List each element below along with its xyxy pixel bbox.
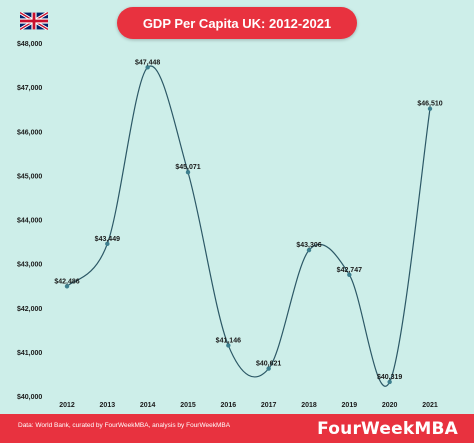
- x-tick-label: 2012: [59, 402, 75, 409]
- y-tick-label: $42,000: [17, 306, 42, 313]
- y-tick-label: $44,000: [17, 218, 42, 225]
- data-label: $43,306: [296, 242, 321, 249]
- x-tick-label: 2016: [221, 402, 237, 409]
- data-point: [105, 241, 110, 247]
- x-tick-label: 2020: [382, 402, 398, 409]
- x-tick-label: 2018: [301, 402, 317, 409]
- data-point: [185, 170, 191, 175]
- y-tick-label: $43,000: [17, 262, 42, 269]
- x-tick-label: 2013: [100, 402, 116, 409]
- series-line: [66, 65, 431, 387]
- y-tick-label: $45,000: [17, 173, 42, 180]
- data-point: [306, 247, 312, 253]
- line-chart: $40,000 $41,000 $42,000 $43,000 $44,000 $45,0…: [17, 41, 443, 409]
- data-label: $42,486: [54, 278, 79, 285]
- x-tick-label: 2015: [180, 402, 196, 409]
- y-tick-label: $40,000: [17, 394, 42, 401]
- x-tick-label: 2017: [261, 402, 277, 409]
- source-note: Data: World Bank, curated by FourWeekMBA…: [18, 422, 231, 429]
- data-label: $40,319: [377, 374, 402, 381]
- data-label: $43,449: [95, 236, 120, 243]
- data-label: $46,510: [417, 101, 442, 108]
- data-point: [427, 106, 433, 111]
- data-label: $41,146: [216, 337, 241, 344]
- uk-flag-icon: [20, 12, 48, 30]
- x-tick-label: 2021: [422, 402, 438, 409]
- x-tick-label: 2014: [140, 402, 156, 409]
- data-label: $47,448: [135, 59, 160, 66]
- data-label: $45,071: [175, 164, 200, 171]
- brand-logo-text: FourWeekMBA: [317, 419, 458, 439]
- footer-bar: Data: World Bank, curated by FourWeekMBA…: [0, 414, 474, 443]
- data-point: [266, 366, 271, 371]
- y-tick-label: $46,000: [17, 129, 42, 136]
- chart-title: GDP Per Capita UK: 2012-2021: [117, 7, 357, 39]
- data-point: [387, 379, 392, 385]
- data-label: $42,747: [337, 267, 362, 274]
- y-tick-label: $41,000: [17, 350, 42, 357]
- data-point: [145, 65, 150, 70]
- data-point: [347, 272, 352, 277]
- y-tick-label: $47,000: [17, 85, 42, 92]
- data-point: [226, 343, 231, 348]
- data-label: $40,621: [256, 361, 281, 368]
- x-tick-label: 2019: [342, 402, 358, 409]
- y-tick-label: $48,000: [17, 41, 42, 48]
- data-point: [64, 284, 70, 289]
